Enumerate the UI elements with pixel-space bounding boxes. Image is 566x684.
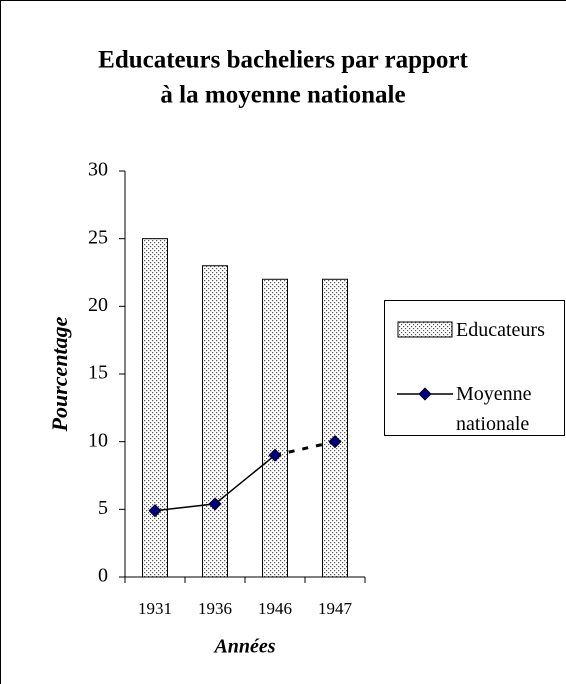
bar xyxy=(262,278,288,578)
chart-title: à la moyenne nationale xyxy=(160,82,405,109)
bar xyxy=(142,238,168,578)
line-segment xyxy=(154,503,216,512)
line-segment xyxy=(274,440,336,457)
x-tick-label: 1936 xyxy=(198,599,232,618)
legend: Educateurs Moyenne nationale xyxy=(384,300,565,436)
bar xyxy=(202,265,228,578)
y-tick-label: 25 xyxy=(88,226,108,248)
y-tick-label: 30 xyxy=(88,159,108,181)
y-axis-label: Pourcentage xyxy=(47,316,72,432)
chart-title: Educateurs bacheliers par rapport xyxy=(98,47,468,74)
legend-label: Educateurs xyxy=(456,319,545,341)
x-tick-label: 1946 xyxy=(258,599,292,618)
legend-label: Moyenne nationale xyxy=(456,383,532,435)
line-marker xyxy=(328,435,342,449)
line-marker xyxy=(208,497,222,511)
line-marker xyxy=(268,448,282,462)
x-tick-label: 1931 xyxy=(138,599,172,618)
x-axis-label: Années xyxy=(212,636,275,658)
line-marker xyxy=(148,504,162,518)
bar xyxy=(322,278,348,578)
legend-marker xyxy=(418,387,432,401)
legend-swatch xyxy=(397,387,453,401)
x-tick-label: 1947 xyxy=(318,599,353,618)
line-segment xyxy=(214,454,276,505)
y-tick-label: 5 xyxy=(98,497,108,519)
y-tick-label: 15 xyxy=(88,362,108,384)
y-tick-label: 10 xyxy=(88,429,108,451)
legend-bar xyxy=(397,321,453,338)
legend-swatch xyxy=(397,321,453,338)
y-tick-label: 0 xyxy=(98,565,108,587)
y-tick-label: 20 xyxy=(88,294,108,316)
